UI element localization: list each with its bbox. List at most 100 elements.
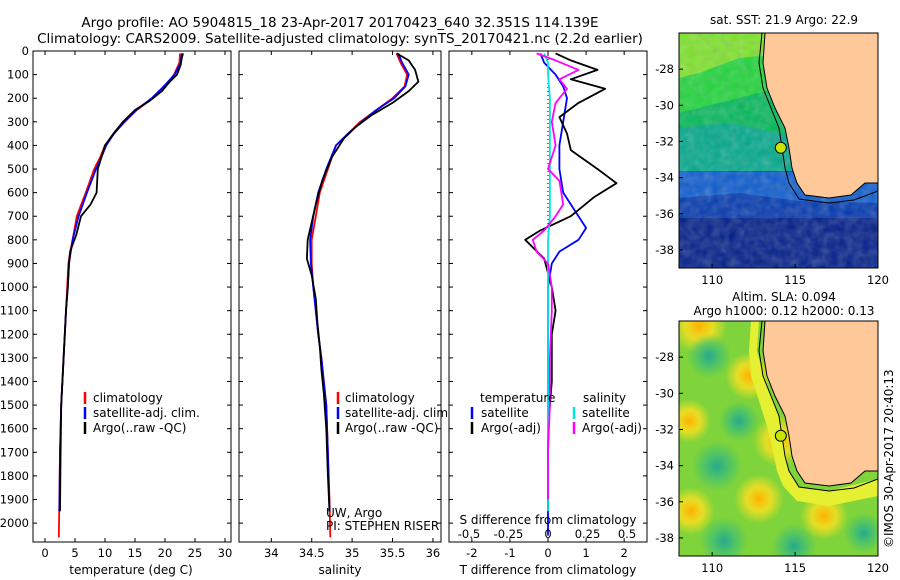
sst-map-title: sat. SST: 21.9 Argo: 22.9 xyxy=(710,13,858,27)
argo-float-marker xyxy=(774,141,787,154)
legend-heading-salinity: salinity xyxy=(583,391,626,405)
depth-tick-label: 300 xyxy=(7,115,29,129)
legend-label-climatology: climatology xyxy=(345,391,415,405)
depth-tick-label: 400 xyxy=(7,138,29,152)
sla-longitude-axis: 110 115 120 xyxy=(701,552,889,575)
depth-tick-label: 200 xyxy=(7,91,29,105)
x-tick-label: -2 xyxy=(466,546,477,560)
figure-title-line2: Climatology: CARS2009. Satellite-adjuste… xyxy=(37,31,643,47)
land-mass-australia xyxy=(762,321,878,487)
difference-xlabel-top: S difference from climatology xyxy=(460,513,637,527)
depth-axis: 0 100 200 300 400 500 600 700 800 900 1000 1100 1200… xyxy=(0,44,231,530)
depth-tick-label: 1000 xyxy=(0,280,29,294)
difference-xlabel: T difference from climatology xyxy=(459,563,637,577)
x-tick-label: 0 xyxy=(41,546,48,560)
series-line-salinity-satellite xyxy=(543,53,551,512)
depth-tick-label: 1900 xyxy=(0,493,29,507)
depth-tick-label: 700 xyxy=(7,209,29,223)
depth-tick-label: 2000 xyxy=(0,516,29,530)
depth-tick-label: 1100 xyxy=(0,304,29,318)
salinity-xlabel: salinity xyxy=(318,563,361,577)
difference-x-axis: -2 -1 0 1 2 xyxy=(466,51,628,560)
lat-tick-label: -34 xyxy=(655,459,674,473)
sla-map-title-line2: Argo h1000: 0.12 h2000: 0.13 xyxy=(694,304,875,318)
depth-tick-label: 800 xyxy=(7,233,29,247)
sla-map-frame xyxy=(678,320,879,557)
land-mass-australia xyxy=(762,33,878,199)
depth-tick-label: 900 xyxy=(7,256,29,270)
argo-float-marker xyxy=(774,429,787,442)
sla-latitude-axis: -28 -30 -32 -34 -36 -38 xyxy=(655,350,683,545)
lat-tick-label: -30 xyxy=(655,386,674,400)
figure-title-line1: Argo profile: AO 5904815_18 23-Apr-2017 … xyxy=(81,15,598,31)
depth-tick-label: 500 xyxy=(7,162,29,176)
sla-map-canvas xyxy=(679,321,878,556)
annotation-pi: PI: STEPHEN RISER xyxy=(326,519,439,533)
lat-tick-label: -36 xyxy=(655,495,674,509)
lat-tick-label: -38 xyxy=(655,531,674,545)
series-line-salinity-argo-adj- xyxy=(531,52,580,500)
salinity-x-axis: 34 34.5 35 35.5 36 xyxy=(264,51,440,560)
legend-label-argo: Argo(..raw -QC) xyxy=(93,421,186,435)
x-tick-label: -1 xyxy=(504,546,515,560)
temperature-legend: climatology satellite-adj. clim. Argo(..… xyxy=(83,391,200,435)
legend-label-argo: Argo(..raw -QC) xyxy=(345,421,438,435)
x-tick-label: 36 xyxy=(426,546,441,560)
temperature-x-axis: 0 5 10 15 20 25 30 xyxy=(41,51,232,560)
series-line-argo-adj- xyxy=(524,52,618,512)
legend-label-temp-argo: Argo(-adj) xyxy=(481,421,541,435)
sst-map-frame xyxy=(678,32,879,269)
temperature-series xyxy=(57,53,184,538)
x-tick-label: 30 xyxy=(218,546,233,560)
salinity-axes-frame xyxy=(238,50,442,543)
depth-tick-label: 1500 xyxy=(0,398,29,412)
x-tick-label: 2 xyxy=(620,546,627,560)
sla-map-title-line1: Altim. SLA: 0.094 xyxy=(732,290,836,304)
salinity-diff-tick-label: 0.25 xyxy=(575,527,601,541)
legend-heading-temperature: temperature xyxy=(480,391,555,405)
x-tick-label: 35.5 xyxy=(380,546,406,560)
salinity-series xyxy=(305,52,420,538)
lon-tick-label: 110 xyxy=(701,273,723,287)
lat-tick-label: -36 xyxy=(655,207,674,221)
salinity-diff-tick-label: 0 xyxy=(544,527,551,541)
lat-tick-label: -28 xyxy=(655,350,674,364)
temperature-axes-frame xyxy=(32,50,232,543)
sst-latitude-axis: -28 -30 -32 -34 -36 -38 xyxy=(655,62,683,257)
x-tick-label: 10 xyxy=(98,546,113,560)
lat-tick-label: -30 xyxy=(655,98,674,112)
salinity-depth-ticks xyxy=(239,50,441,524)
x-tick-label: 15 xyxy=(128,546,143,560)
shelf-band xyxy=(749,321,878,506)
difference-series xyxy=(524,52,618,535)
lat-tick-label: -34 xyxy=(655,171,674,185)
lon-tick-label: 120 xyxy=(867,561,889,575)
lat-tick-label: -32 xyxy=(655,134,674,148)
x-tick-label: 1 xyxy=(582,546,589,560)
depth-tick-label: 1700 xyxy=(0,445,29,459)
lat-tick-label: -32 xyxy=(655,422,674,436)
x-tick-label: 0 xyxy=(544,546,551,560)
lat-tick-label: -38 xyxy=(655,243,674,257)
sst-map-canvas xyxy=(679,33,878,268)
series-line-argo-raw-qc- xyxy=(59,53,184,512)
sla-map-panel: Altim. SLA: 0.094 Argo h1000: 0.12 h2000… xyxy=(655,290,889,575)
legend-label-sal-argo: Argo(-adj) xyxy=(582,421,642,435)
depth-tick-label: 600 xyxy=(7,186,29,200)
legend-label-satellite: satellite-adj. clim. xyxy=(93,406,200,420)
depth-tick-label: 0 xyxy=(22,44,29,58)
salinity-diff-tick-label: -0.5 xyxy=(458,527,480,541)
lon-tick-label: 110 xyxy=(701,561,723,575)
annotation-institution: UW, Argo xyxy=(326,506,382,520)
lon-tick-label: 115 xyxy=(784,561,806,575)
temperature-xlabel: temperature (deg C) xyxy=(69,563,192,577)
legend-label-climatology: climatology xyxy=(93,391,163,405)
shelf-contour xyxy=(758,33,878,204)
salinity-diff-tick-label: -0.25 xyxy=(494,527,524,541)
difference-panel: -2 -1 0 1 2 T difference from climatology S … xyxy=(448,50,648,577)
lon-tick-label: 120 xyxy=(867,273,889,287)
legend-label-sal-satellite: satellite xyxy=(582,406,630,420)
depth-tick-label: 1400 xyxy=(0,374,29,388)
depth-tick-label: 1200 xyxy=(0,327,29,341)
salinity-panel: 34 34.5 35 35.5 36 salinity climatology sate… xyxy=(238,50,452,577)
